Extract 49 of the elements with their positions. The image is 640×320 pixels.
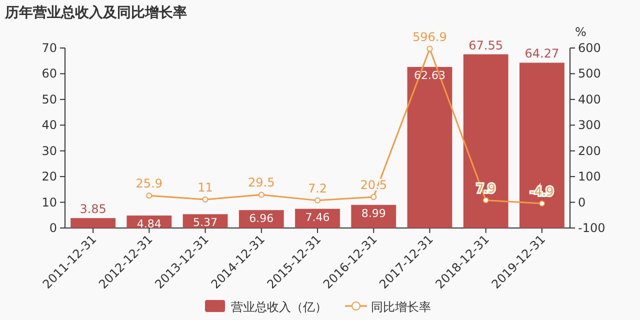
point bbox=[146, 192, 152, 199]
data-label: 25.9 bbox=[136, 176, 163, 191]
bar bbox=[407, 66, 452, 228]
point bbox=[370, 194, 377, 200]
data-label: 8.99 bbox=[361, 206, 386, 220]
point bbox=[258, 192, 264, 198]
point bbox=[202, 196, 208, 202]
data-label: 6.96 bbox=[249, 212, 274, 226]
bar bbox=[351, 204, 396, 228]
data-label: 29.5 bbox=[248, 176, 275, 190]
data-label: 5.37 bbox=[193, 216, 218, 230]
y-tick-label: 30 bbox=[42, 144, 57, 158]
y-tick-label: 70 bbox=[42, 41, 57, 55]
data-label: 596.9 bbox=[412, 30, 447, 44]
y2-tick-label: 600 bbox=[578, 41, 601, 55]
data-label: 7.2 bbox=[308, 181, 328, 196]
y-tick-label: 50 bbox=[42, 92, 57, 106]
y-tick-label: 60 bbox=[42, 66, 57, 81]
bar bbox=[463, 54, 508, 228]
data-label: 67.55 bbox=[468, 38, 504, 52]
y-tick-label: 0 bbox=[49, 221, 57, 235]
y-tick-label: 10 bbox=[42, 195, 57, 210]
y2-tick-label: 500 bbox=[578, 66, 601, 81]
data-label: 7.46 bbox=[305, 210, 330, 224]
data-label: 3.85 bbox=[80, 202, 106, 216]
y-tick-label: 40 bbox=[42, 118, 57, 132]
bar bbox=[520, 62, 564, 228]
y2-tick-label: 200 bbox=[578, 144, 601, 158]
y2-tick-label: 100 bbox=[578, 170, 601, 184]
chart-title: 历年营业总收入及同比增长率 bbox=[4, 4, 187, 21]
data-label: 11 bbox=[198, 180, 213, 194]
data-label: 4.84 bbox=[136, 218, 162, 231]
data-label: 62.63 bbox=[414, 68, 446, 82]
point bbox=[482, 197, 489, 204]
point bbox=[538, 200, 545, 207]
y2-tick-label: -100 bbox=[578, 221, 606, 235]
point bbox=[314, 197, 320, 204]
legend-label: 同比增长率 bbox=[371, 300, 431, 314]
y2-tick-label: 0 bbox=[578, 195, 586, 210]
y-tick-label: 20 bbox=[42, 170, 57, 184]
data-label: -4.9 bbox=[530, 184, 554, 199]
data-label: 64.27 bbox=[524, 46, 560, 61]
bar bbox=[70, 218, 116, 228]
y2-tick-label: 300 bbox=[578, 118, 601, 132]
legend-label: 营业总收入（亿） bbox=[231, 300, 327, 314]
point bbox=[426, 46, 433, 52]
bar bbox=[295, 208, 340, 228]
y2-tick-label: 400 bbox=[578, 92, 601, 106]
y2-axis-title: % bbox=[575, 25, 586, 39]
